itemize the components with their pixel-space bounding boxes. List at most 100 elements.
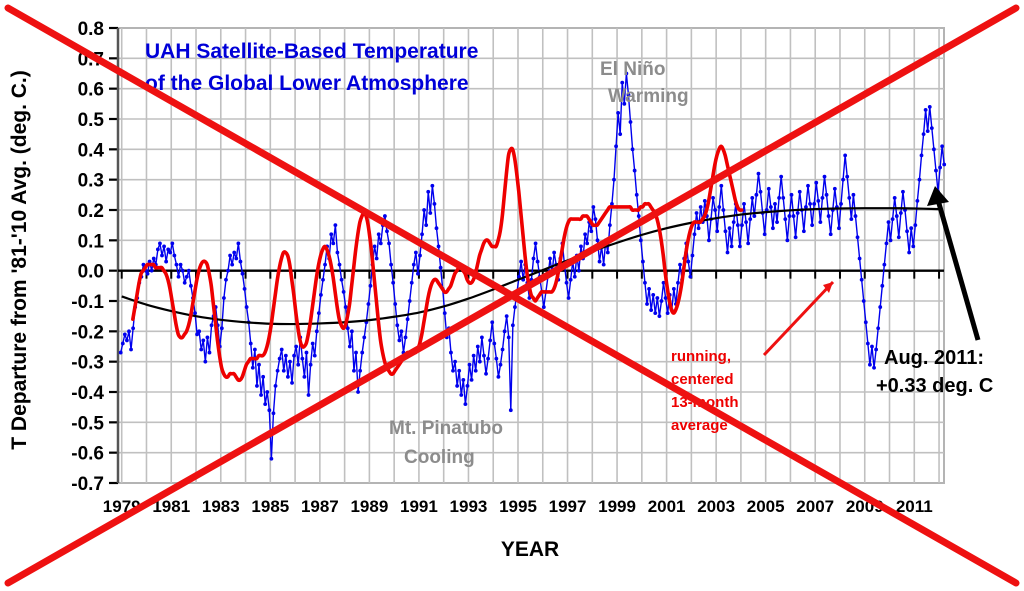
data-point-marker: [189, 283, 193, 288]
y-tick-label: 0.6: [78, 80, 104, 101]
data-point-marker: [737, 244, 742, 249]
data-point-marker: [182, 280, 187, 285]
data-point-marker: [459, 393, 464, 397]
data-point-marker: [286, 374, 290, 379]
data-point-marker: [568, 277, 573, 282]
data-point-marker: [279, 347, 284, 352]
data-point-marker: [773, 202, 777, 206]
data-point-marker: [665, 311, 670, 316]
data-point-marker: [793, 235, 798, 240]
data-point-marker: [354, 350, 358, 355]
data-point-marker: [843, 153, 848, 158]
data-point-marker: [593, 217, 598, 222]
data-point-marker: [622, 101, 627, 106]
data-point-marker: [316, 311, 321, 316]
x-tick-label: 1989: [350, 497, 388, 516]
x-tick-label: 1991: [400, 497, 438, 516]
running-average-leader-arrowhead: [823, 282, 833, 293]
data-point-marker: [306, 393, 311, 397]
data-point-marker: [230, 262, 235, 267]
data-point-marker: [125, 338, 129, 343]
x-axis-ticks: 1979 1981 1983 1985 1987 1989 1991 1993 1995 1997…: [103, 270, 941, 516]
data-point-marker: [453, 359, 457, 364]
data-point-marker: [329, 232, 334, 237]
data-point-marker: [248, 341, 253, 346]
data-point-marker: [857, 256, 862, 261]
data-point-marker: [288, 359, 292, 364]
data-point-marker: [874, 347, 879, 352]
grid-layer: [117, 27, 945, 484]
plot-area: [117, 27, 945, 484]
data-point-marker: [911, 244, 916, 249]
data-point-marker: [692, 232, 697, 237]
data-point-marker: [806, 183, 810, 188]
data-point-marker: [166, 247, 171, 252]
data-point-marker: [275, 368, 280, 373]
data-point-marker: [263, 402, 268, 407]
data-point-marker: [626, 92, 631, 97]
data-point-marker: [923, 108, 928, 112]
data-point-marker: [766, 186, 771, 191]
data-point-marker: [393, 302, 398, 306]
data-point-marker: [424, 223, 429, 228]
data-point-marker: [653, 311, 658, 316]
data-point-marker: [577, 268, 581, 273]
data-point-marker: [352, 368, 356, 373]
data-point-marker: [506, 335, 511, 340]
data-point-marker: [455, 384, 460, 388]
data-point-marker: [628, 120, 633, 124]
data-series-layer: [118, 71, 947, 461]
data-point-marker: [725, 250, 730, 255]
data-point-marker: [632, 168, 637, 173]
data-point-marker: [820, 195, 825, 200]
data-point-marker: [791, 214, 796, 218]
data-point-marker: [422, 208, 427, 212]
data-point-marker: [436, 244, 441, 249]
data-point-marker: [890, 217, 895, 222]
data-point-marker: [395, 323, 400, 328]
data-point-marker: [746, 241, 751, 246]
data-point-marker: [416, 271, 420, 276]
data-point-marker: [535, 259, 540, 264]
data-point-marker: [281, 368, 286, 373]
data-point-marker: [837, 226, 841, 231]
data-point-marker: [616, 111, 621, 115]
data-point-marker: [184, 274, 189, 279]
data-point-marker: [127, 329, 131, 334]
series-smooth-trend: [121, 207, 940, 326]
data-point-marker: [358, 368, 363, 373]
data-point-marker: [647, 286, 651, 291]
data-point-marker: [863, 320, 868, 325]
x-tick-label: 1985: [251, 497, 289, 516]
data-point-marker: [719, 183, 724, 188]
data-point-marker: [158, 241, 162, 246]
chart-title-line2: of the Global Lower Atmosphere: [145, 72, 469, 95]
data-point-marker: [548, 256, 552, 261]
data-point-marker: [824, 192, 829, 197]
data-point-marker: [407, 299, 412, 303]
y-tick-label: 0.3: [78, 171, 104, 192]
data-point-marker: [118, 350, 123, 355]
data-point-marker: [884, 241, 889, 246]
data-point-marker: [826, 214, 831, 218]
data-point-marker: [259, 393, 263, 397]
data-point-marker: [907, 250, 912, 255]
data-point-marker: [290, 381, 294, 385]
annotation-el-nino-line2: Warming: [608, 86, 689, 107]
data-point-marker: [465, 384, 470, 388]
x-tick-label: 1987: [301, 497, 339, 516]
y-tick-label: -0.3: [71, 353, 104, 374]
data-point-marker: [201, 338, 206, 343]
data-point-marker: [927, 104, 932, 109]
data-point-marker: [661, 280, 666, 285]
data-point-marker: [269, 456, 274, 461]
data-point-marker: [383, 214, 387, 218]
data-point-marker: [659, 299, 664, 303]
data-point-marker: [203, 359, 208, 364]
data-point-marker: [244, 305, 249, 309]
data-point-marker: [508, 408, 513, 413]
x-tick-label: 2011: [896, 497, 933, 516]
data-point-marker: [601, 262, 606, 267]
data-point-marker: [199, 347, 204, 352]
